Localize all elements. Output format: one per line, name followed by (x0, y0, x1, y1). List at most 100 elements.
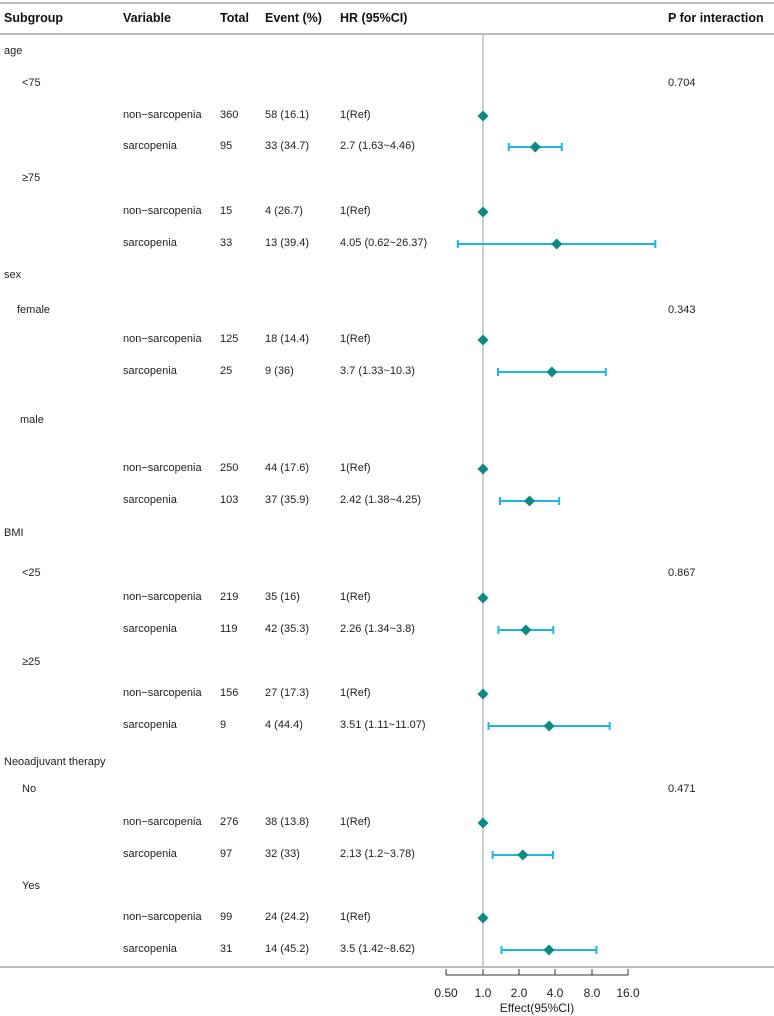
hr-point-diamond (517, 849, 529, 861)
group-label: age (4, 45, 23, 57)
variable-cell: non−sarcopenia (123, 591, 202, 603)
hr-point-diamond (477, 463, 489, 475)
hr-point-diamond (551, 238, 563, 250)
hr-cell: 3.5 (1.42~8.62) (340, 943, 415, 955)
hr-point-diamond (543, 944, 555, 956)
event-cell: 4 (44.4) (265, 719, 303, 731)
x-tick-label: 8.0 (583, 986, 601, 1000)
variable-cell: non−sarcopenia (123, 687, 202, 699)
header-event: Event (%) (265, 11, 322, 25)
hr-point-diamond (477, 334, 489, 346)
x-tick-label: 4.0 (546, 986, 564, 1000)
x-axis-label: Effect(95%CI) (499, 1001, 575, 1015)
total-cell: 33 (220, 237, 233, 249)
x-tick-label: 1.0 (474, 986, 492, 1000)
total-cell: 31 (220, 943, 233, 955)
event-cell: 24 (24.2) (265, 911, 310, 923)
group-label: Neoadjuvant therapy (4, 756, 106, 768)
group-label: sex (4, 269, 22, 281)
total-cell: 276 (220, 816, 239, 828)
event-cell: 35 (16) (265, 591, 300, 603)
total-cell: 97 (220, 848, 233, 860)
event-cell: 18 (14.4) (265, 333, 310, 345)
variable-cell: non−sarcopenia (123, 205, 202, 217)
hr-point-diamond (477, 912, 489, 924)
event-cell: 58 (16.1) (265, 109, 310, 121)
total-cell: 250 (220, 462, 239, 474)
event-cell: 9 (36) (265, 365, 294, 377)
variable-cell: sarcopenia (123, 719, 177, 731)
hr-cell: 1(Ref) (340, 205, 371, 217)
subgroup-label: ≥75 (22, 172, 41, 184)
total-cell: 9 (220, 719, 227, 731)
header-hr: HR (95%CI) (340, 11, 408, 25)
subgroup-label: <25 (22, 567, 41, 579)
hr-cell: 1(Ref) (340, 591, 371, 603)
x-tick-label: 0.50 (434, 986, 458, 1000)
hr-point-diamond (520, 624, 532, 636)
hr-cell: 1(Ref) (340, 109, 371, 121)
subgroup-label: No (22, 783, 37, 795)
subgroup-label: ≥25 (22, 656, 41, 668)
variable-cell: sarcopenia (123, 623, 177, 635)
hr-point-diamond (543, 720, 555, 732)
variable-cell: sarcopenia (123, 140, 177, 152)
hr-cell: 2.42 (1.38~4.25) (340, 494, 422, 506)
x-tick-label: 16.0 (616, 986, 640, 1000)
hr-point-diamond (524, 495, 536, 507)
total-cell: 99 (220, 911, 233, 923)
total-cell: 156 (220, 687, 239, 699)
p-interaction-value: 0.343 (668, 304, 696, 316)
event-cell: 42 (35.3) (265, 623, 310, 635)
variable-cell: non−sarcopenia (123, 462, 202, 474)
variable-cell: non−sarcopenia (123, 109, 202, 121)
event-cell: 38 (13.8) (265, 816, 310, 828)
hr-cell: 1(Ref) (340, 687, 371, 699)
hr-point-diamond (477, 688, 489, 700)
event-cell: 4 (26.7) (265, 205, 303, 217)
variable-cell: sarcopenia (123, 848, 177, 860)
group-label: BMI (4, 527, 24, 539)
hr-cell: 1(Ref) (340, 911, 371, 923)
total-cell: 15 (220, 205, 233, 217)
hr-point-diamond (477, 110, 489, 122)
subgroup-label: male (20, 414, 44, 426)
hr-cell: 2.7 (1.63~4.46) (340, 140, 415, 152)
hr-point-diamond (546, 366, 558, 378)
hr-cell: 1(Ref) (340, 462, 371, 474)
bottom-rule (0, 966, 774, 968)
event-cell: 13 (39.4) (265, 237, 310, 249)
total-cell: 360 (220, 109, 239, 121)
hr-cell: 3.7 (1.33~10.3) (340, 365, 415, 377)
hr-point-diamond (477, 592, 489, 604)
subgroup-label: <75 (22, 77, 41, 89)
total-cell: 125 (220, 333, 239, 345)
total-cell: 25 (220, 365, 233, 377)
variable-cell: non−sarcopenia (123, 333, 202, 345)
top-rule (0, 2, 774, 4)
event-cell: 27 (17.3) (265, 687, 310, 699)
p-interaction-value: 0.471 (668, 783, 696, 795)
hr-cell: 3.51 (1.11~11.07) (340, 719, 426, 731)
hr-cell: 4.05 (0.62~26.37) (340, 237, 428, 249)
total-cell: 219 (220, 591, 239, 603)
hr-cell: 1(Ref) (340, 816, 371, 828)
subgroup-label: Yes (22, 880, 40, 892)
header-total: Total (220, 11, 249, 25)
header-rule (0, 33, 774, 35)
p-interaction-value: 0.704 (668, 77, 696, 89)
event-cell: 32 (33) (265, 848, 300, 860)
event-cell: 33 (34.7) (265, 140, 310, 152)
variable-cell: non−sarcopenia (123, 816, 202, 828)
hr-point-diamond (477, 206, 489, 218)
variable-cell: sarcopenia (123, 365, 177, 377)
variable-cell: non−sarcopenia (123, 911, 202, 923)
total-cell: 103 (220, 494, 239, 506)
hr-cell: 1(Ref) (340, 333, 371, 345)
hr-point-diamond (477, 817, 489, 829)
total-cell: 95 (220, 140, 233, 152)
x-tick-label: 2.0 (510, 986, 528, 1000)
event-cell: 37 (35.9) (265, 494, 310, 506)
subgroup-label: female (17, 304, 51, 316)
